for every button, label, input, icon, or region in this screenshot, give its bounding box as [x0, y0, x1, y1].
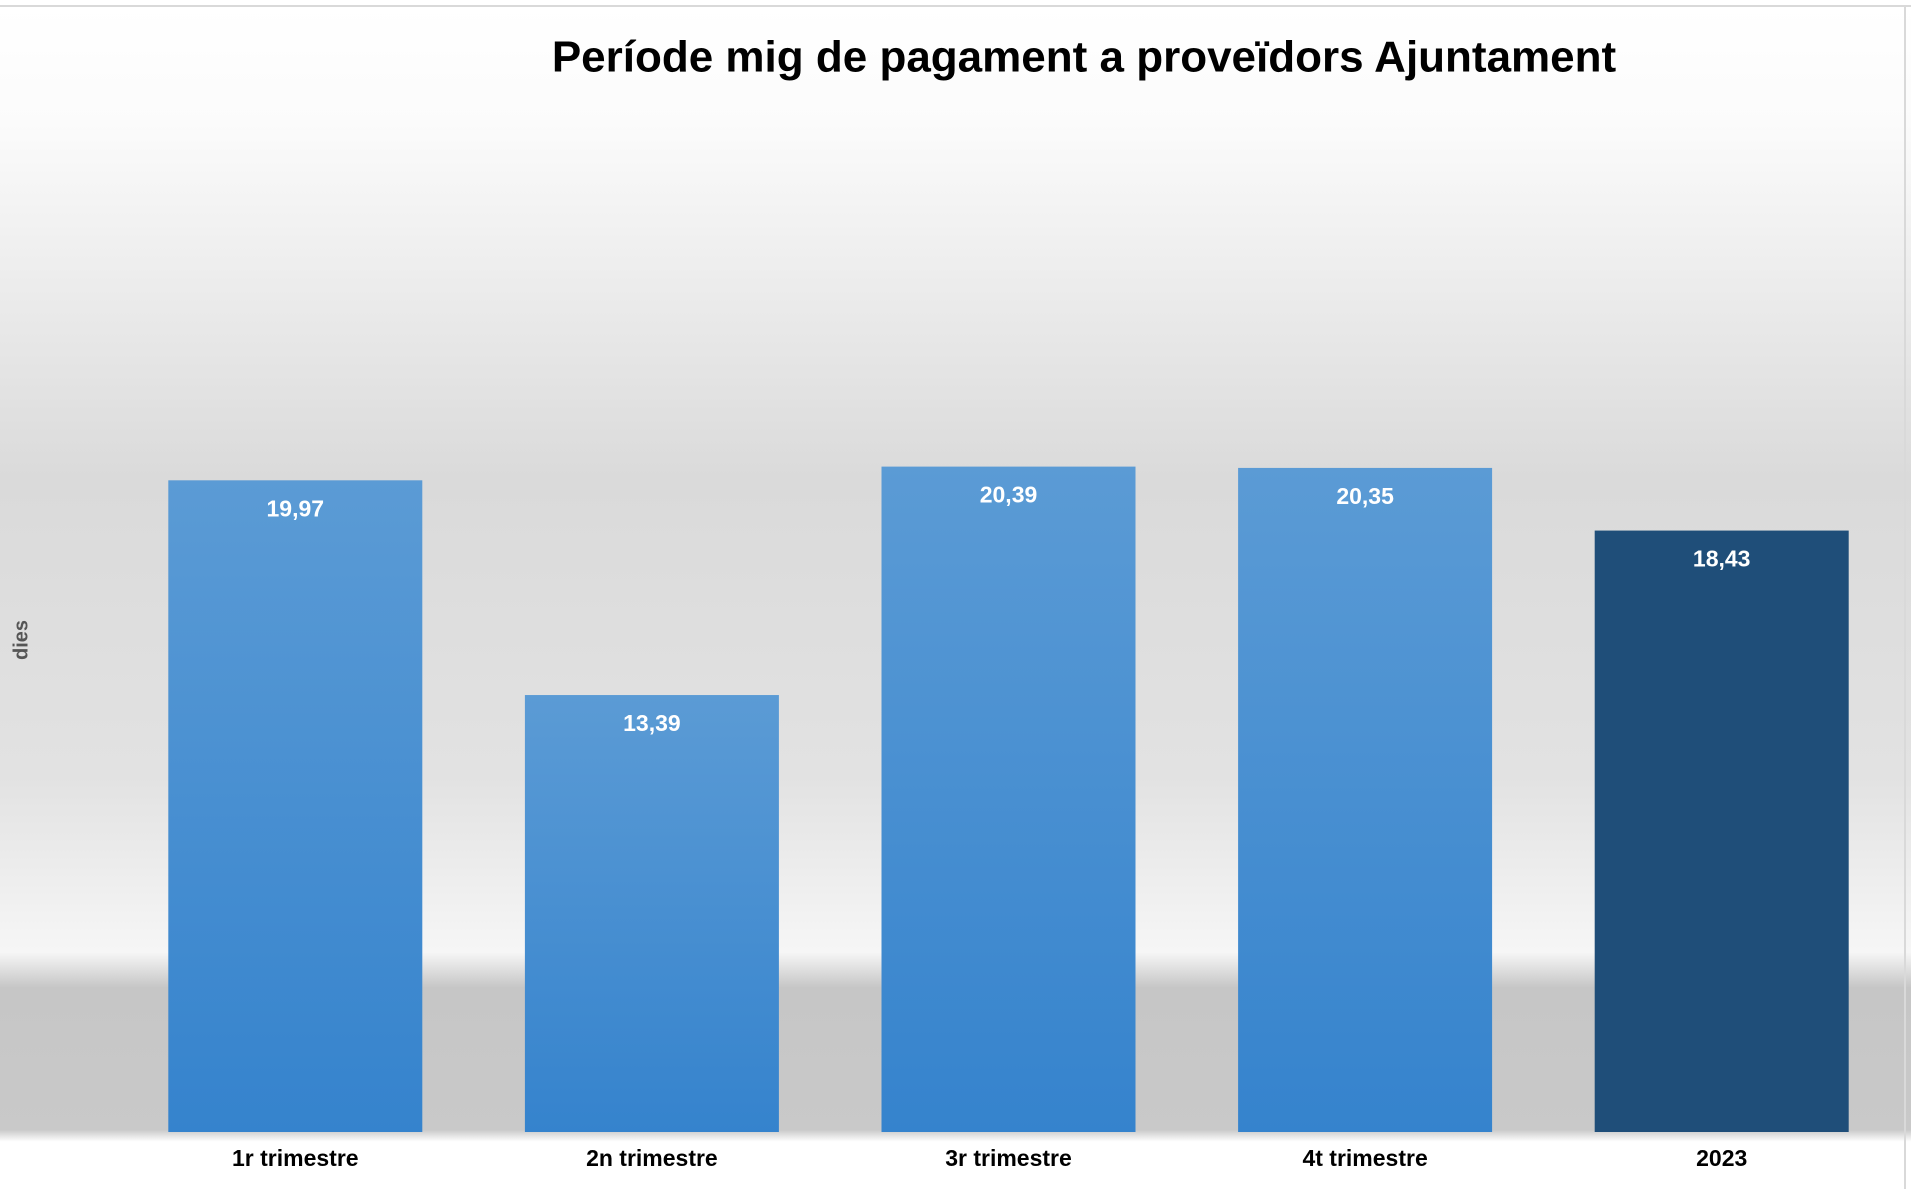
y-axis-label: dies [10, 620, 32, 660]
value-label: 20,35 [1336, 483, 1394, 509]
bar [881, 466, 1136, 1132]
x-tick-label: 3r trimestre [945, 1145, 1072, 1171]
value-label: 13,39 [623, 710, 681, 736]
bar [524, 695, 779, 1132]
x-tick-label: 2n trimestre [586, 1145, 718, 1171]
value-label: 20,39 [980, 482, 1038, 508]
x-tick-label: 4t trimestre [1302, 1145, 1427, 1171]
chart-title: Període mig de pagament a proveïdors Aju… [552, 33, 1617, 82]
bar [1594, 530, 1849, 1132]
value-label: 19,97 [267, 495, 325, 521]
value-label: 18,43 [1693, 546, 1751, 572]
bar [1238, 467, 1493, 1133]
x-tick-label: 2023 [1696, 1145, 1747, 1171]
x-tick-label: 1r trimestre [232, 1145, 359, 1171]
bar [168, 480, 423, 1132]
